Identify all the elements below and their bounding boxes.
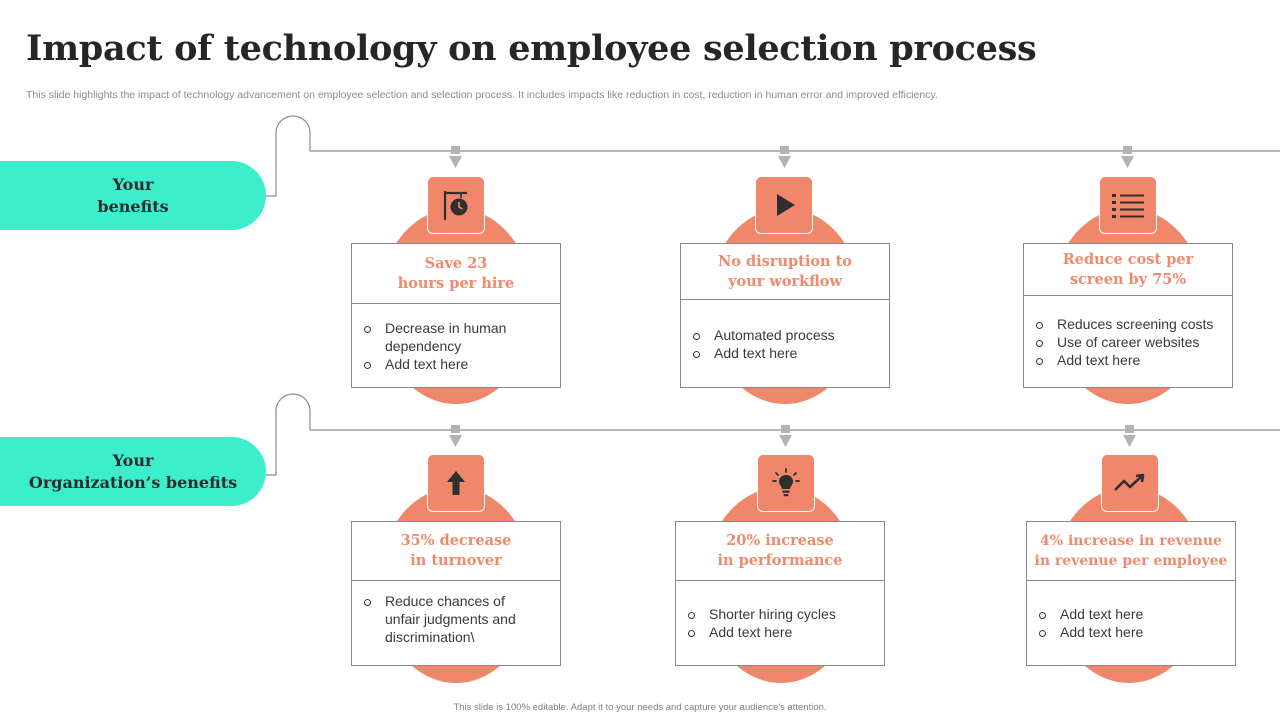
card-reduce-cost: Reduce cost per screen by 75% Reduces sc… [1023, 243, 1233, 388]
row-label-organization-benefits: Your Organization’s benefits [0, 437, 266, 506]
list-item: Automated process [693, 326, 881, 344]
card-title: Reduce cost per screen by 75% [1024, 244, 1232, 296]
card-icon-box [755, 176, 813, 234]
list-item: Add text here [364, 355, 552, 373]
signboard-clock-icon [443, 191, 468, 220]
card-increase-performance: 20% increase in performance Shorter hiri… [675, 521, 885, 666]
card-bullets: Shorter hiring cycles Add text here [676, 581, 884, 665]
trend-up-icon [1114, 473, 1145, 491]
list-item: Add text here [693, 344, 881, 362]
card-bullets: Reduce chances of unfair judgments and dis… [352, 581, 560, 665]
list-item: Add text here [1036, 351, 1224, 369]
card-icon-box [1101, 454, 1159, 512]
list-item: Add text here [1039, 605, 1227, 623]
list-item: Use of career websites [1036, 333, 1224, 351]
row-label-your-benefits: Your benefits [0, 161, 266, 230]
card-bullets: Decrease in human dependency Add text her… [352, 304, 560, 387]
page-subtitle: This slide highlights the impact of tech… [26, 89, 938, 101]
card-save-hours: Save 23 hours per hire Decrease in human… [351, 243, 561, 388]
card-icon-box [427, 454, 485, 512]
footer-note: This slide is 100% editable. Adapt it to… [453, 702, 827, 713]
card-title: 4% increase in revenue in revenue per em… [1027, 522, 1235, 581]
card-title: Save 23 hours per hire [352, 244, 560, 304]
card-title: 35% decrease in turnover [352, 522, 560, 581]
card-decrease-turnover: 35% decrease in turnover Reduce chances … [351, 521, 561, 666]
card-icon-box [427, 176, 485, 234]
list-item: Add text here [688, 623, 876, 641]
card-title: No disruption to your workflow [681, 244, 889, 300]
card-bullets: Reduces screening costs Use of career we… [1024, 296, 1232, 387]
card-bullets: Automated process Add text here [681, 300, 889, 387]
list-icon [1112, 194, 1144, 218]
card-increase-revenue: 4% increase in revenue in revenue per em… [1026, 521, 1236, 666]
card-title: 20% increase in performance [676, 522, 884, 581]
list-item: Decrease in human dependency [364, 319, 552, 355]
list-item: Reduce chances of unfair judgments and dis… [364, 592, 552, 646]
play-icon [777, 194, 795, 216]
list-item: Shorter hiring cycles [688, 605, 876, 623]
page-title: Impact of technology on employee selecti… [26, 28, 1037, 69]
list-item: Reduces screening costs [1036, 315, 1224, 333]
card-no-disruption: No disruption to your workflow Automated… [680, 243, 890, 388]
arrow-up-icon [447, 471, 465, 495]
card-icon-box [757, 454, 815, 512]
list-item: Add text here [1039, 623, 1227, 641]
card-bullets: Add text here Add text here [1027, 581, 1235, 665]
lightbulb-icon [772, 468, 800, 497]
card-icon-box [1099, 176, 1157, 234]
